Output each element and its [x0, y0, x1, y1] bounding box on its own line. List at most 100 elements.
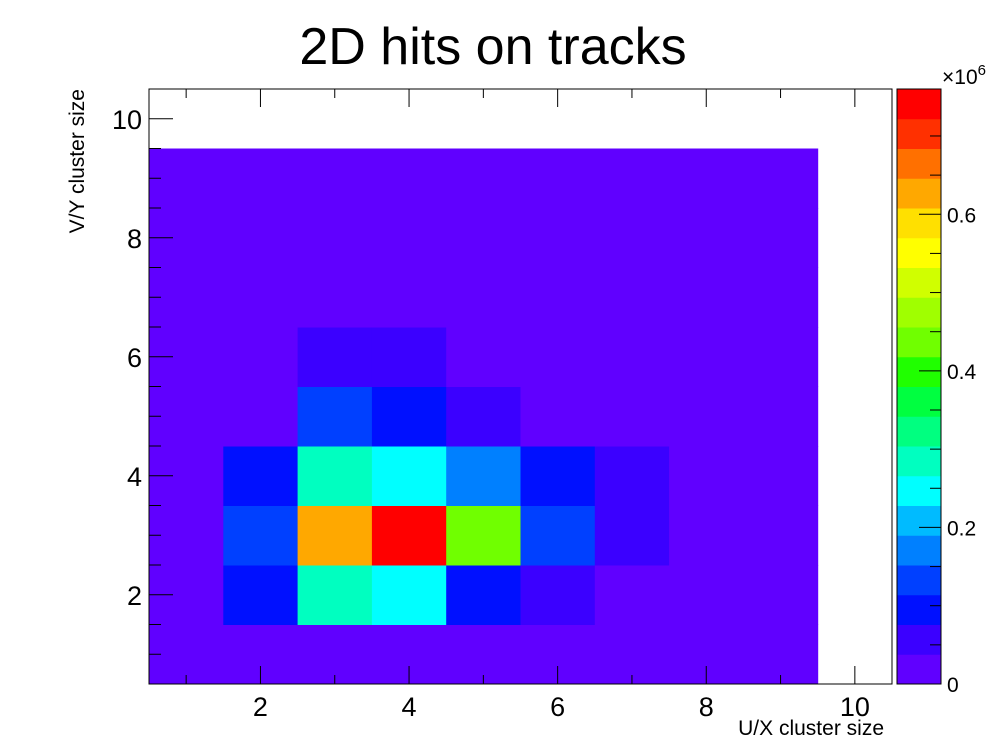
heatmap-cell — [594, 208, 670, 268]
heatmap-cell — [371, 565, 447, 625]
heatmap-cell — [594, 148, 670, 209]
x-tick-label: 4 — [402, 692, 417, 722]
heatmap-cell — [743, 446, 819, 506]
heatmap-cell — [743, 505, 819, 566]
y-axis-label: V/Y cluster size — [66, 89, 89, 233]
heatmap-cell — [223, 505, 299, 566]
heatmap-cell — [297, 624, 373, 685]
color-scale-segment — [897, 267, 941, 298]
color-scale-segment — [897, 654, 941, 685]
color-scale-segment — [897, 237, 941, 268]
heatmap-cell — [520, 267, 596, 328]
color-scale-segment — [897, 475, 941, 506]
z-tick-label: 0.4 — [947, 361, 977, 384]
heatmap-cell — [446, 386, 521, 447]
heatmap-cell — [520, 327, 596, 387]
heatmap-cell — [149, 267, 224, 328]
heatmap-cell — [669, 386, 744, 447]
heatmap-cell — [223, 386, 299, 447]
heatmap-cell — [297, 565, 373, 625]
heatmap-cell — [149, 148, 224, 209]
heatmap-cell — [371, 386, 447, 447]
heatmap-cell — [297, 446, 373, 506]
y-tick-label: 2 — [127, 581, 142, 611]
heatmap-cell — [297, 267, 373, 328]
heatmap-cell — [594, 327, 670, 387]
heatmap-cell — [371, 446, 447, 506]
x-tick-label: 10 — [840, 692, 870, 722]
heatmap-cell — [520, 565, 596, 625]
color-scale-segment — [897, 565, 941, 596]
heatmap-cell — [594, 565, 670, 625]
heatmap-cell — [446, 446, 521, 506]
heatmap-cell — [743, 565, 819, 625]
heatmap-cell — [446, 565, 521, 625]
heatmap-cell — [297, 386, 373, 447]
heatmap-cell — [297, 327, 373, 387]
x-axis-label: U/X cluster size — [738, 717, 884, 740]
z-tick-label: 0 — [947, 674, 959, 697]
heatmap-cell — [743, 327, 819, 387]
heatmap-cell — [446, 148, 521, 209]
z-multiplier: ×106 — [942, 62, 986, 89]
heatmap-cell — [520, 208, 596, 268]
heatmap-cell — [371, 327, 447, 387]
heatmap-cell — [371, 267, 447, 328]
heatmap-cell — [520, 446, 596, 506]
heatmap-cell — [743, 267, 819, 328]
heatmap-cell — [223, 148, 299, 209]
x-tick-label: 6 — [550, 692, 565, 722]
heatmap-cell — [223, 565, 299, 625]
heatmap-cell — [669, 327, 744, 387]
heatmap-cell — [669, 505, 744, 566]
heatmap-cell — [446, 624, 521, 685]
heatmap-cells — [149, 148, 819, 685]
heatmap-cell — [594, 446, 670, 506]
heatmap-cell — [669, 267, 744, 328]
heatmap-cell — [669, 148, 744, 209]
heatmap-cell — [743, 386, 819, 447]
heatmap-cell — [223, 267, 299, 328]
y-tick-label: 6 — [127, 343, 142, 373]
color-scale-segment — [897, 118, 941, 149]
y-tick-label: 10 — [112, 105, 142, 135]
color-scale-segment — [897, 594, 941, 625]
heatmap-cell — [446, 208, 521, 268]
color-scale-segment — [897, 356, 941, 387]
color-scale-segment — [897, 178, 941, 209]
z-tick-label: 0.6 — [947, 204, 976, 227]
heatmap-cell — [743, 208, 819, 268]
heatmap-cell — [297, 505, 373, 566]
heatmap-cell — [149, 505, 224, 566]
heatmap-cell — [520, 386, 596, 447]
heatmap-cell — [223, 208, 299, 268]
color-scale-segment — [897, 89, 941, 120]
x-axis: 2 4 6 8 10 — [185, 89, 870, 722]
heatmap-cell — [669, 565, 744, 625]
heatmap-cell — [669, 446, 744, 506]
color-scale-segment — [897, 386, 941, 417]
heatmap-cell — [520, 148, 596, 209]
heatmap-cell — [371, 208, 447, 268]
heatmap-cell — [594, 267, 670, 328]
color-scale-segment — [897, 297, 941, 328]
heatmap-cell — [149, 386, 224, 447]
heatmap-cell — [594, 386, 670, 447]
chart-title: 2D hits on tracks — [299, 18, 686, 76]
heatmap-cell — [743, 624, 819, 685]
color-scale-segment — [897, 148, 941, 179]
heatmap-cell — [743, 148, 819, 209]
color-scale-segment — [897, 416, 941, 447]
color-scale-segment — [897, 208, 941, 239]
heatmap-cell — [669, 208, 744, 268]
heatmap-cell — [594, 624, 670, 685]
y-axis: 2 4 6 8 10 — [112, 105, 173, 655]
y-tick-label: 8 — [127, 224, 142, 254]
heatmap-cell — [520, 505, 596, 566]
color-scale: 0 0.2 0.4 0.6 ×106 — [896, 62, 986, 697]
color-scale-segment — [897, 535, 941, 566]
heatmap-cell — [446, 505, 521, 566]
color-scale-segment — [897, 624, 941, 655]
heatmap-cell — [446, 327, 521, 387]
